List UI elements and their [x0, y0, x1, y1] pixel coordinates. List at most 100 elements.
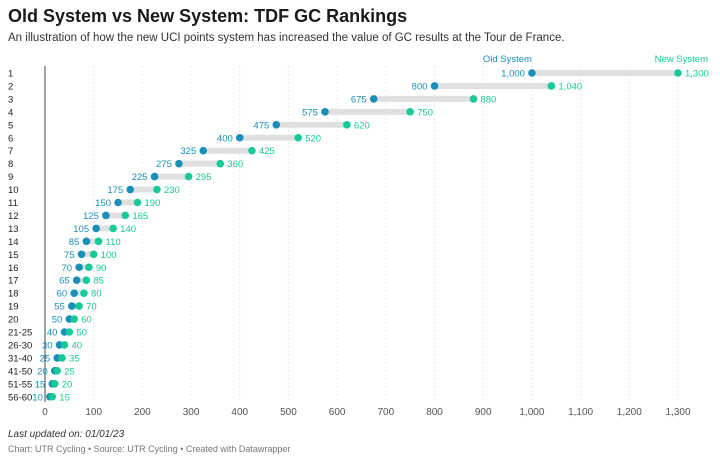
new-value-label: 20 — [62, 379, 73, 390]
old-value-label: 10 — [32, 392, 43, 403]
new-value-label: 90 — [96, 263, 107, 274]
old-system-dot — [528, 69, 536, 77]
new-system-dot — [469, 95, 478, 103]
old-system-dot — [272, 121, 281, 129]
chart-title: Old System vs New System: TDF GC Ranking… — [8, 6, 408, 26]
new-system-dot — [60, 341, 69, 349]
old-value-label: 175 — [107, 185, 123, 196]
new-value-label: 35 — [69, 353, 80, 364]
new-system-dot — [80, 289, 88, 297]
row-rank-label: 2 — [8, 81, 13, 92]
datawrapper-credit: Created with Datawrapper — [185, 444, 291, 454]
old-value-label: 15 — [35, 379, 46, 390]
last-updated-note: Last updated on: 01/01/23 — [8, 429, 125, 440]
new-value-label: 1,040 — [558, 81, 582, 92]
new-system-dot — [65, 328, 74, 336]
footer-separator: • — [177, 444, 186, 454]
old-system-dot — [102, 211, 110, 220]
new-value-label: 140 — [120, 224, 136, 235]
x-tick-label: 700 — [378, 407, 395, 418]
new-value-label: 50 — [76, 328, 87, 339]
old-system-dot — [175, 159, 183, 168]
old-system-dot — [369, 95, 378, 103]
old-value-label: 1,000 — [501, 69, 525, 80]
new-value-label: 360 — [227, 159, 243, 170]
old-value-label: 65 — [59, 276, 70, 287]
x-tick-label: 1,100 — [568, 407, 593, 418]
new-value-label: 70 — [86, 302, 97, 313]
row-rank-label: 4 — [8, 107, 13, 118]
x-tick-label: 200 — [134, 407, 151, 418]
row-rank-label: 17 — [8, 276, 19, 287]
new-value-label: 25 — [64, 366, 75, 377]
new-value-label: 230 — [164, 185, 180, 196]
new-value-label: 1,300 — [685, 69, 709, 80]
row-rank-label: 21-25 — [8, 328, 32, 339]
series-label-new: New System — [655, 54, 708, 65]
new-system-dot — [94, 237, 103, 246]
new-system-dot — [75, 302, 83, 310]
old-system-dot — [150, 172, 159, 181]
row-rank-label: 10 — [8, 185, 19, 196]
old-system-dot — [67, 302, 76, 310]
new-system-dot — [184, 172, 193, 181]
row-rank-label: 56-60 — [8, 392, 32, 403]
new-system-dot — [216, 159, 225, 168]
old-value-label: 150 — [95, 198, 111, 209]
old-system-dot — [77, 250, 86, 259]
row-rank-label: 16 — [8, 263, 19, 274]
old-system-dot — [114, 198, 122, 207]
row-rank-label: 6 — [8, 133, 13, 144]
new-system-dot — [89, 250, 98, 259]
row-rank-label: 31-40 — [8, 353, 32, 364]
old-system-dot — [199, 146, 208, 155]
new-system-dot — [406, 108, 414, 116]
old-value-label: 20 — [37, 366, 48, 377]
x-tick-label: 800 — [426, 407, 443, 418]
chart-footer: Chart: UTR Cycling • Source: UTR Cycling… — [8, 444, 290, 454]
old-value-label: 475 — [253, 120, 269, 131]
old-value-label: 75 — [64, 250, 75, 261]
old-system-dot — [321, 108, 329, 116]
old-value-label: 25 — [40, 353, 51, 364]
source-credit: Source: UTR Cycling — [93, 444, 178, 454]
x-tick-label: 900 — [475, 407, 492, 418]
chart-subtitle: An illustration of how the new UCI point… — [8, 32, 565, 44]
row-rank-label: 1 — [8, 69, 13, 80]
row-rank-label: 41-50 — [8, 366, 32, 377]
footer-separator: • — [85, 444, 94, 454]
new-value-label: 750 — [417, 107, 433, 118]
new-value-label: 60 — [81, 315, 92, 326]
row-rank-label: 18 — [8, 289, 19, 300]
new-value-label: 880 — [480, 94, 496, 105]
new-system-dot — [547, 82, 556, 90]
new-system-dot — [53, 367, 61, 375]
old-system-dot — [82, 237, 91, 246]
row-rank-label: 51-55 — [8, 379, 32, 390]
new-value-label: 520 — [305, 133, 321, 144]
x-tick-label: 100 — [85, 407, 102, 418]
new-value-label: 40 — [71, 340, 82, 351]
x-tick-label: 500 — [280, 407, 297, 418]
row-rank-label: 11 — [8, 198, 18, 209]
old-value-label: 225 — [132, 172, 148, 183]
new-system-dot — [294, 133, 303, 142]
old-value-label: 325 — [180, 146, 196, 157]
new-system-dot — [109, 224, 117, 233]
new-system-dot — [674, 69, 682, 77]
row-rank-label: 5 — [8, 120, 13, 131]
new-value-label: 80 — [91, 289, 102, 300]
new-value-label: 165 — [132, 211, 148, 222]
old-value-label: 40 — [47, 328, 58, 339]
new-system-dot — [50, 380, 59, 388]
old-system-dot — [430, 82, 439, 90]
old-system-dot — [72, 276, 81, 285]
old-value-label: 125 — [83, 211, 99, 222]
old-system-dot — [235, 133, 244, 142]
old-system-dot — [92, 224, 100, 233]
new-system-dot — [48, 392, 57, 401]
new-system-dot — [248, 146, 256, 155]
new-value-label: 620 — [354, 120, 370, 131]
old-system-dot — [126, 185, 135, 194]
